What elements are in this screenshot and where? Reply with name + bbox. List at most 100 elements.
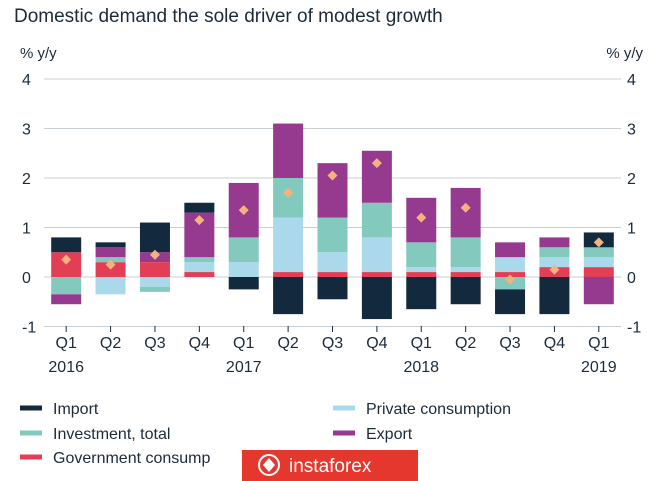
gdp-marker — [505, 274, 516, 285]
y-tick-label-right: 4 — [627, 72, 636, 89]
bar-segment-import — [406, 277, 437, 310]
gdp-marker — [194, 215, 205, 226]
y-tick-label-right: 1 — [627, 221, 636, 238]
y-tick-label-left: 1 — [22, 221, 31, 238]
bar-segment-import — [228, 277, 259, 290]
bar-segment-import — [184, 202, 215, 213]
y-ticks: 4 4 3 3 2 2 1 1 0 0 -1 -1 — [22, 72, 641, 337]
x-tick-label: Q2 — [277, 335, 298, 352]
bar-segment-import — [95, 242, 126, 248]
x-tick-label: Q3 — [322, 335, 343, 352]
x-tick-label: Q3 — [499, 335, 520, 352]
bar-segment-export — [51, 294, 82, 305]
y-tick-label-right: 2 — [627, 171, 636, 188]
watermark-text: instaforex — [289, 456, 372, 477]
bar-segment-private-consumption — [139, 277, 170, 287]
bar-segment-export — [273, 123, 304, 178]
bar-segment-private-consumption — [495, 257, 526, 273]
bar-segment-private-consumption — [583, 257, 614, 268]
bar-segment-investment-total — [361, 202, 392, 238]
legend-label: Investment, total — [53, 426, 170, 443]
y-tick-label-right: 0 — [627, 270, 636, 287]
bar-segment-import — [139, 222, 170, 253]
bar-segment-export — [539, 237, 570, 248]
gdp-marker — [149, 249, 160, 260]
bar-segment-import — [495, 289, 526, 315]
gdp-marker — [593, 237, 604, 248]
bar-segment-investment-total — [51, 277, 82, 295]
gdp-marker — [283, 187, 294, 198]
bar-segment-export — [495, 242, 526, 258]
bar-segment-investment-total — [406, 242, 437, 268]
bar-segment-private-consumption — [539, 257, 570, 268]
bar-segment-investment-total — [539, 247, 570, 258]
bar-segment-government-consump — [317, 272, 348, 277]
y-tick-label-left: 3 — [22, 122, 31, 139]
y-tick-label-left: 2 — [22, 171, 31, 188]
legend-label: Private consumption — [366, 401, 511, 418]
x-tick-label: Q4 — [366, 335, 387, 352]
x-tick-label: Q1 — [56, 335, 77, 352]
bars — [51, 123, 614, 320]
gdp-marker — [61, 254, 72, 265]
bar-segment-private-consumption — [228, 262, 259, 277]
year-label: 2018 — [403, 359, 439, 376]
gdp-marker — [238, 205, 249, 216]
x-tick-label: Q1 — [233, 335, 254, 352]
gdp-marker — [105, 259, 116, 270]
bar-segment-government-consump — [406, 272, 437, 277]
bar-segment-government-consump — [583, 267, 614, 277]
bar-segment-investment-total — [228, 237, 259, 263]
x-axis: Q1 Q2 Q3 Q4 Q1 Q2 Q3 Q4 Q1 Q2 Q3 Q4 Q1 2016 2017 2018 20… — [48, 326, 617, 376]
bar-segment-import — [273, 277, 304, 315]
x-tick-label: Q2 — [455, 335, 476, 352]
bar-segment-private-consumption — [95, 277, 126, 295]
bar-segment-import — [317, 277, 348, 300]
legend-label: Government consump — [53, 450, 211, 467]
legend-label: Export — [366, 426, 413, 443]
bar-segment-investment-total — [139, 286, 170, 292]
bar-segment-government-consump — [139, 262, 170, 277]
gdp-marker — [416, 212, 427, 223]
y-axis-label-left: % y/y — [20, 45, 57, 62]
bar-segment-investment-total — [317, 217, 348, 253]
bar-segment-government-consump — [184, 272, 215, 277]
watermark-logo-icon — [258, 454, 280, 476]
bar-segment-government-consump — [450, 272, 481, 277]
x-tick-label: Q1 — [411, 335, 432, 352]
watermark: instaforex — [242, 450, 418, 481]
bar-segment-government-consump — [273, 272, 304, 277]
x-tick-label: Q3 — [144, 335, 165, 352]
year-label: 2016 — [48, 359, 84, 376]
legend-label: Import — [53, 401, 99, 418]
bar-segment-private-consumption — [317, 252, 348, 273]
bar-segment-export — [95, 247, 126, 258]
bar-segment-private-consumption — [184, 262, 215, 273]
bar-segment-private-consumption — [361, 237, 392, 273]
gdp-markers — [61, 158, 604, 285]
y-tick-label-right: 3 — [627, 122, 636, 139]
bar-segment-private-consumption — [273, 217, 304, 273]
bar-segment-investment-total — [583, 247, 614, 258]
y-tick-label-left: 0 — [22, 270, 31, 287]
y-tick-label-right: -1 — [627, 320, 641, 337]
bar-segment-private-consumption — [406, 267, 437, 273]
gdp-marker — [549, 264, 560, 275]
chart-title: Domestic demand the sole driver of modes… — [14, 6, 443, 27]
bar-segment-import — [450, 277, 481, 305]
x-tick-label: Q1 — [588, 335, 609, 352]
bar-segment-investment-total — [450, 237, 481, 268]
bar-segment-import — [539, 277, 570, 315]
x-tick-label: Q4 — [189, 335, 210, 352]
y-tick-label-left: 4 — [22, 72, 31, 89]
x-tick-label: Q4 — [544, 335, 565, 352]
bar-segment-import — [51, 237, 82, 253]
y-tick-label-left: -1 — [22, 320, 36, 337]
bar-segment-export — [583, 277, 614, 305]
gdp-marker — [460, 202, 471, 213]
bar-segment-import — [361, 277, 392, 320]
x-tick-label: Q2 — [100, 335, 121, 352]
y-axis-label-right: % y/y — [606, 45, 643, 62]
year-label: 2017 — [226, 359, 262, 376]
